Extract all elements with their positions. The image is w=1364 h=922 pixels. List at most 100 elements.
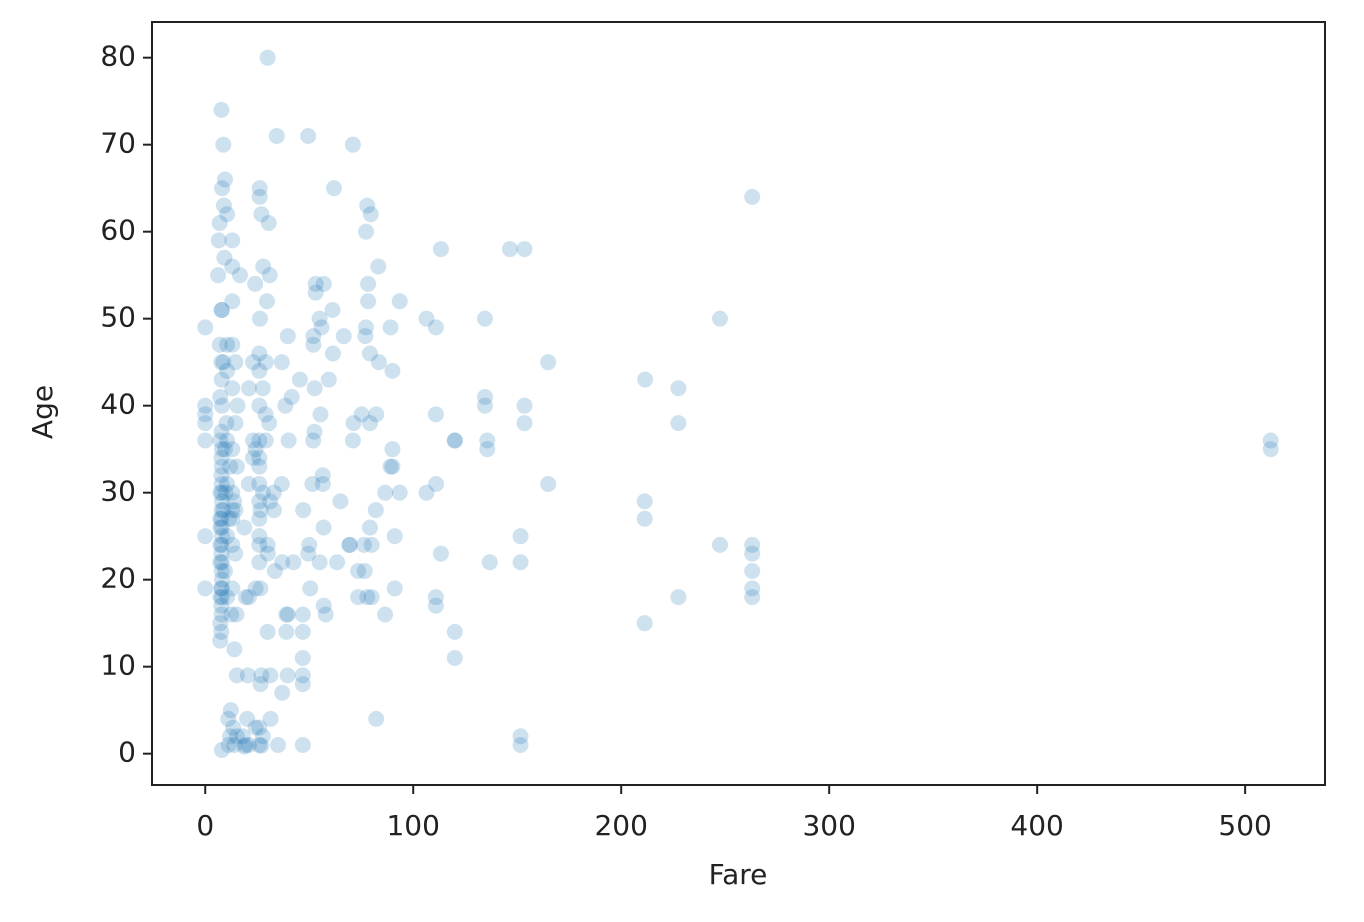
point	[350, 589, 367, 606]
point	[362, 206, 379, 223]
point	[213, 397, 230, 414]
point	[257, 432, 274, 449]
point	[239, 710, 256, 727]
point	[217, 441, 234, 458]
point	[212, 484, 229, 501]
y-tick-label: 80	[100, 40, 136, 73]
point	[255, 258, 272, 275]
point	[219, 475, 236, 492]
point	[332, 493, 349, 510]
point	[481, 554, 498, 571]
point	[224, 536, 241, 553]
point	[273, 475, 290, 492]
point	[213, 441, 230, 458]
point	[476, 310, 493, 327]
point	[305, 432, 322, 449]
point	[636, 510, 653, 527]
point	[240, 475, 257, 492]
point	[432, 545, 449, 562]
point	[278, 623, 295, 640]
point	[294, 667, 311, 684]
point	[251, 719, 268, 736]
point	[251, 345, 268, 362]
point	[213, 301, 230, 318]
tick-layer: 0 100 200 300 400 500 0 10 20 30 40 50 60 70 80	[100, 40, 1272, 842]
point	[213, 580, 230, 597]
point	[512, 736, 529, 753]
point	[259, 623, 276, 640]
point	[227, 545, 244, 562]
point	[315, 597, 332, 614]
point	[197, 406, 214, 423]
point	[211, 214, 228, 231]
point	[251, 510, 268, 527]
point	[305, 336, 322, 353]
point	[311, 554, 328, 571]
point	[363, 536, 380, 553]
point	[213, 536, 230, 553]
point	[219, 528, 236, 545]
point	[386, 580, 403, 597]
point	[418, 484, 435, 501]
point	[361, 415, 378, 432]
point	[359, 589, 376, 606]
point	[251, 310, 268, 327]
point	[273, 354, 290, 371]
point	[219, 336, 236, 353]
y-tick-label: 40	[100, 388, 136, 421]
point	[224, 258, 241, 275]
point	[210, 232, 227, 249]
point	[476, 397, 493, 414]
point	[335, 328, 352, 345]
axes-frame	[151, 21, 1326, 786]
point	[251, 536, 268, 553]
point	[251, 397, 268, 414]
point	[350, 562, 367, 579]
point	[446, 432, 463, 449]
point	[361, 519, 378, 536]
point	[213, 580, 230, 597]
point	[341, 536, 358, 553]
point	[358, 319, 375, 336]
point	[265, 484, 282, 501]
point	[317, 606, 334, 623]
point	[744, 536, 761, 553]
points	[197, 49, 1279, 759]
point	[516, 415, 533, 432]
point	[245, 432, 262, 449]
point	[384, 362, 401, 379]
point	[361, 345, 378, 362]
point	[217, 171, 234, 188]
point	[251, 493, 268, 510]
point	[301, 536, 318, 553]
point	[257, 406, 274, 423]
point	[237, 589, 254, 606]
y-axis-label: Age	[26, 385, 59, 439]
point	[213, 597, 230, 614]
point	[744, 580, 761, 597]
point	[222, 728, 239, 745]
point	[257, 354, 274, 371]
point	[307, 284, 324, 301]
point	[1262, 441, 1279, 458]
point	[294, 676, 311, 693]
point	[213, 571, 230, 588]
point	[270, 736, 287, 753]
point	[213, 458, 230, 475]
point	[217, 562, 234, 579]
y-tick-label: 0	[118, 736, 136, 769]
point	[247, 719, 264, 736]
point	[320, 371, 337, 388]
point	[213, 502, 230, 519]
point	[260, 214, 277, 231]
point	[251, 362, 268, 379]
point	[236, 519, 253, 536]
point	[220, 710, 237, 727]
point	[237, 736, 254, 753]
point	[283, 388, 300, 405]
point	[360, 293, 377, 310]
point	[213, 510, 230, 527]
point	[197, 580, 214, 597]
point	[479, 441, 496, 458]
